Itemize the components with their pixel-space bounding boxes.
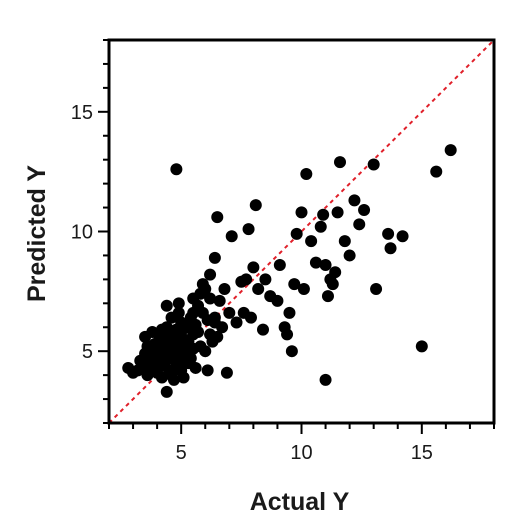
data-point [252, 282, 265, 295]
data-point [220, 366, 233, 379]
data-point [165, 330, 178, 343]
data-point [240, 273, 253, 286]
data-point [136, 359, 149, 372]
data-point [259, 273, 272, 286]
data-point [305, 235, 318, 248]
data-point [213, 294, 226, 307]
data-point [257, 323, 269, 336]
data-point [353, 218, 366, 231]
data-point [180, 354, 192, 367]
data-point [247, 261, 260, 274]
data-point [204, 268, 217, 281]
data-point [249, 199, 262, 212]
data-point [158, 345, 171, 358]
data-point [160, 385, 173, 398]
data-point [430, 165, 443, 178]
data-point [321, 290, 334, 303]
y-tick-label: 10 [71, 222, 93, 244]
data-point [208, 251, 221, 264]
data-point [172, 306, 185, 319]
data-point [225, 230, 238, 243]
data-point [172, 297, 185, 310]
y-tick-label: 5 [82, 341, 93, 363]
data-point [211, 211, 224, 224]
data-point [281, 328, 294, 341]
data-point [189, 361, 202, 374]
data-point [338, 235, 351, 248]
x-tick-label: 10 [290, 442, 312, 464]
data-point [170, 163, 183, 176]
plot-area-frame [107, 38, 496, 425]
data-point [309, 256, 322, 269]
data-point [297, 282, 310, 295]
data-point [317, 208, 330, 221]
data-point [199, 282, 212, 295]
data-point [300, 168, 313, 181]
data-point [288, 278, 301, 291]
data-point [273, 259, 286, 272]
data-point [396, 230, 409, 243]
data-point [230, 316, 243, 329]
data-point [384, 242, 397, 255]
data-point [177, 371, 190, 384]
data-point [290, 227, 303, 240]
data-point [201, 364, 214, 377]
data-point [242, 223, 255, 236]
data-point [211, 330, 224, 343]
data-point [326, 278, 339, 291]
x-tick-label: 15 [411, 442, 433, 464]
data-point [348, 194, 361, 207]
data-point [285, 345, 298, 358]
data-points [122, 144, 457, 398]
tick-labels: 5 10 15 5 10 15 [71, 102, 433, 464]
data-point [415, 340, 428, 353]
data-point [370, 282, 383, 295]
data-point [223, 306, 236, 319]
data-point [331, 206, 344, 219]
data-point [175, 333, 188, 346]
data-point [271, 294, 284, 307]
data-point [358, 203, 371, 216]
data-point [334, 156, 346, 169]
data-point [319, 373, 332, 386]
data-point [295, 206, 308, 219]
data-point [208, 311, 221, 324]
data-point [367, 158, 380, 171]
data-point [216, 321, 229, 334]
data-point [329, 266, 342, 279]
data-point [244, 311, 257, 324]
data-point [343, 249, 356, 262]
data-point [160, 299, 173, 312]
data-point [199, 345, 212, 358]
data-point [141, 369, 154, 382]
data-point [314, 220, 327, 233]
data-point [218, 282, 231, 295]
x-tick-label: 5 [176, 442, 187, 464]
data-point [192, 299, 205, 312]
y-tick-label: 15 [71, 102, 93, 124]
data-point [319, 259, 332, 272]
data-point [204, 292, 217, 305]
x-axis-title: Actual Y [250, 488, 350, 516]
data-point [192, 326, 205, 339]
data-point [444, 144, 457, 157]
data-point [167, 373, 180, 386]
y-axis-title: Predicted Y [23, 165, 51, 302]
data-point [382, 227, 395, 240]
data-point [283, 306, 296, 319]
